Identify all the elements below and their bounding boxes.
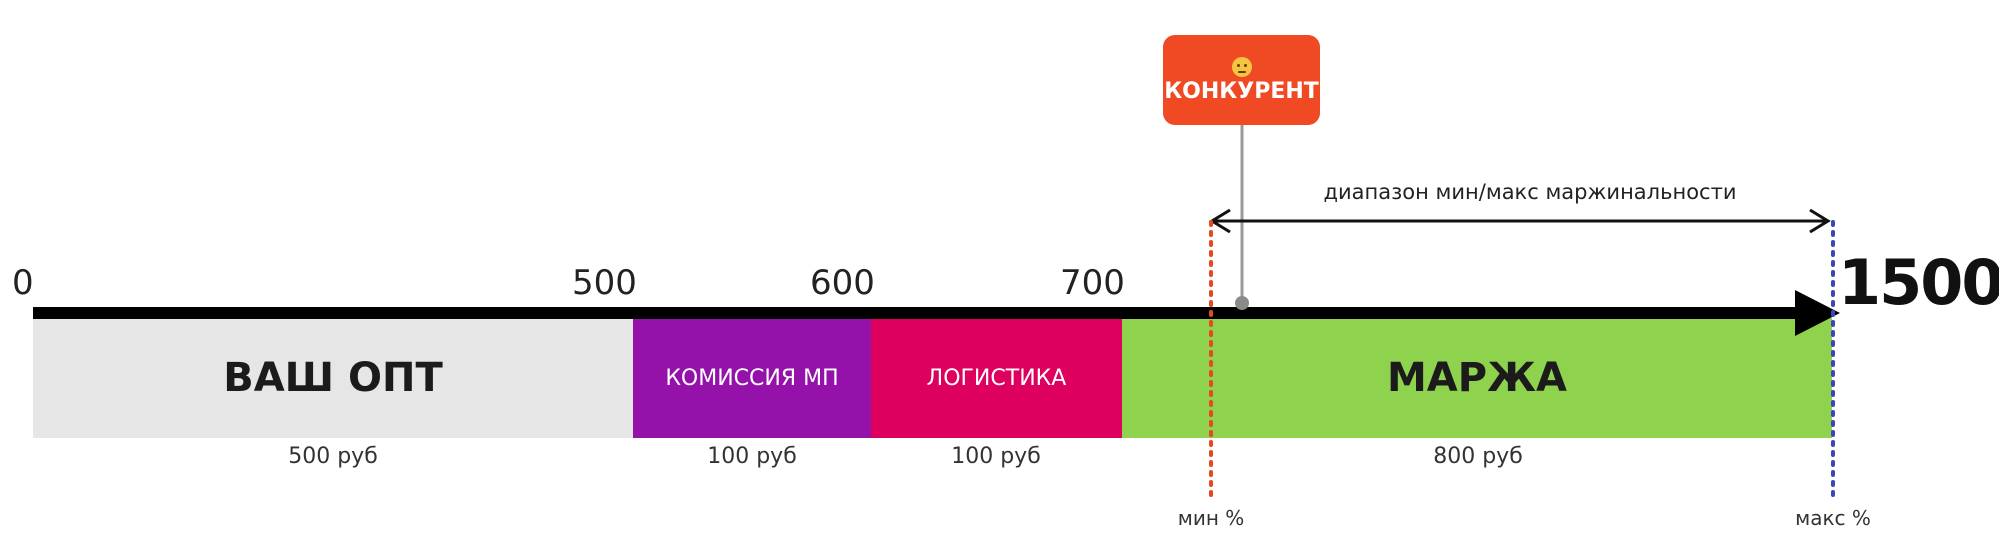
- amount-wholesale: 500 руб: [288, 444, 378, 469]
- segment-logistics-label: ЛОГИСТИКА: [926, 365, 1067, 391]
- axis-end-label: 1500: [1838, 246, 1999, 319]
- segment-wholesale-label: ВАШ ОПТ: [223, 355, 443, 401]
- main-axis-arrowhead: [1795, 290, 1840, 336]
- min-percent-label: мин %: [1177, 506, 1245, 530]
- axis-tick-500: 500: [572, 263, 637, 303]
- angry-face-icon: [1231, 56, 1252, 77]
- competitor-badge: КОНКУРЕНТ: [1163, 35, 1320, 125]
- amount-margin: 800 руб: [1433, 444, 1523, 469]
- range-label: диапазон мин/макс маржинальности: [1323, 180, 1737, 204]
- max-percent-label: макс %: [1795, 506, 1871, 530]
- axis-tick-0: 0: [12, 263, 34, 303]
- amount-logistics: 100 руб: [951, 444, 1041, 469]
- competitor-label: КОНКУРЕНТ: [1164, 78, 1319, 104]
- competitor-pin-dot: [1235, 296, 1249, 310]
- segment-commission: КОМИССИЯ МП: [633, 318, 871, 438]
- segment-logistics: ЛОГИСТИКА: [871, 318, 1122, 438]
- axis-tick-600: 600: [810, 263, 875, 303]
- segment-margin-label: МАРЖА: [1387, 355, 1567, 401]
- axis-tick-700: 700: [1060, 263, 1125, 303]
- segment-commission-label: КОМИССИЯ МП: [665, 365, 839, 391]
- segment-wholesale: ВАШ ОПТ: [33, 318, 633, 438]
- segment-margin: МАРЖА: [1122, 318, 1832, 438]
- range-arrow-right-head: [1809, 208, 1831, 234]
- amount-commission: 100 руб: [707, 444, 797, 469]
